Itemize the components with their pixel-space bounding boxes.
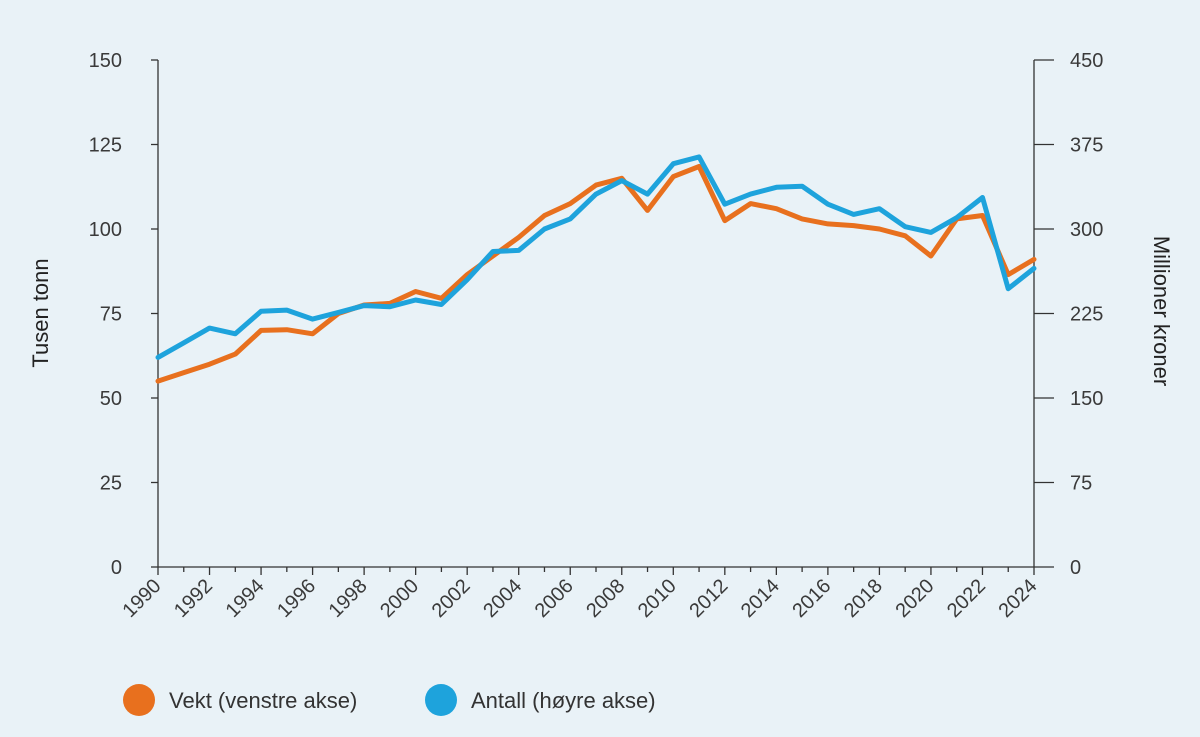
- left-axis-tick-label: 125: [89, 135, 122, 157]
- legend-swatch-antall: [425, 684, 457, 716]
- legend-item-vekt: Vekt (venstre akse): [123, 684, 357, 716]
- x-axis-tick-label: 1992: [170, 575, 217, 622]
- right-axis: 0 75 150 225 300 375 450: [1033, 50, 1103, 579]
- legend-label-vekt: Vekt (venstre akse): [169, 688, 357, 713]
- x-axis-tick-label: 2024: [995, 575, 1042, 622]
- x-axis-tick-label: 2016: [788, 575, 835, 622]
- legend-swatch-vekt: [123, 684, 155, 716]
- right-axis-tick-label: 0: [1070, 557, 1081, 579]
- x-axis-tick-label: 2022: [943, 575, 990, 622]
- left-axis: 0 25 50 75 100 125 150: [89, 50, 159, 579]
- left-axis-title: Tusen tonn: [28, 258, 53, 367]
- left-axis-tick-label: 75: [100, 304, 122, 326]
- x-axis-tick-label: 1998: [325, 575, 372, 622]
- legend-item-antall: Antall (høyre akse): [425, 684, 656, 716]
- right-axis-tick-label: 450: [1070, 50, 1103, 72]
- left-axis-tick-label: 0: [111, 557, 122, 579]
- series-line-vekt: [155, 164, 1037, 384]
- x-axis-tick-label: 2006: [531, 575, 578, 622]
- series-line-antall: [155, 154, 1037, 360]
- right-axis-tick-label: 300: [1070, 219, 1103, 241]
- x-axis-ticks: 1990 1992 1994 1996 1998 2000 2002 2004 2006 2008…: [119, 567, 1042, 622]
- x-axis-tick-label: 1990: [119, 575, 166, 622]
- left-axis-ticks: 0 25 50 75 100 125 150: [89, 50, 158, 579]
- x-axis-tick-label: 2004: [479, 575, 526, 622]
- left-axis-tick-label: 150: [89, 50, 122, 72]
- x-axis-tick-label: 2020: [891, 575, 938, 622]
- left-axis-tick-label: 25: [100, 473, 122, 495]
- x-axis-tick-label: 2018: [840, 575, 887, 622]
- legend-label-antall: Antall (høyre akse): [471, 688, 656, 713]
- x-axis-tick-label: 1994: [222, 575, 269, 622]
- right-axis-tick-label: 75: [1070, 473, 1092, 495]
- legend: Vekt (venstre akse) Antall (høyre akse): [123, 684, 656, 716]
- x-axis-tick-label: 2012: [685, 575, 732, 622]
- x-axis-tick-label: 1996: [273, 575, 320, 622]
- right-axis-tick-label: 150: [1070, 388, 1103, 410]
- x-axis-tick-label: 2008: [582, 575, 629, 622]
- right-axis-tick-label: 375: [1070, 135, 1103, 157]
- left-axis-tick-label: 100: [89, 219, 122, 241]
- right-axis-title: Millioner kroner: [1149, 236, 1174, 386]
- x-axis-tick-label: 2000: [376, 575, 423, 622]
- x-axis: 1990 1992 1994 1996 1998 2000 2002 2004 2006 2008…: [119, 566, 1042, 622]
- right-axis-tick-label: 225: [1070, 304, 1103, 326]
- x-axis-tick-label: 2014: [737, 575, 784, 622]
- x-axis-tick-label: 2010: [634, 575, 681, 622]
- right-axis-ticks: 0 75 150 225 300 375 450: [1034, 50, 1103, 579]
- series-layer: [155, 154, 1037, 384]
- x-axis-tick-label: 2002: [428, 575, 475, 622]
- left-axis-tick-label: 50: [100, 388, 122, 410]
